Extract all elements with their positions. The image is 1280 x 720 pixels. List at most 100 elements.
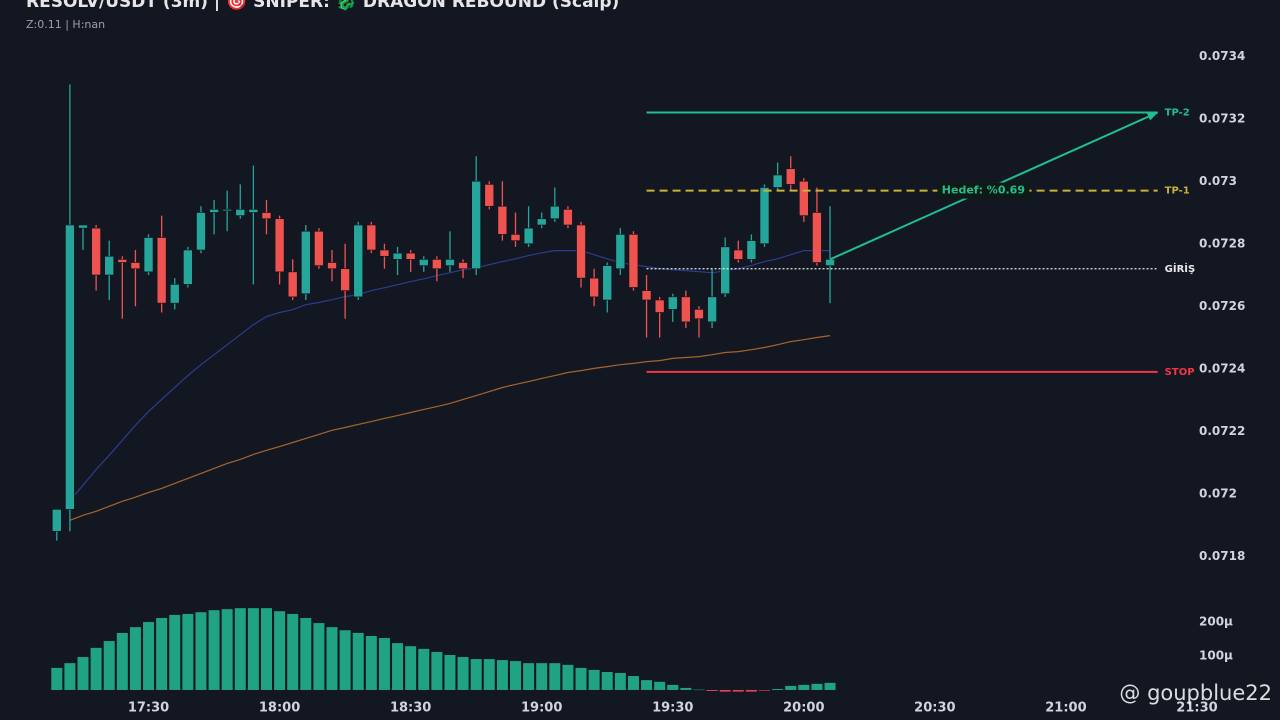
candle-body — [615, 234, 626, 270]
y-tick-label: 0.0724 — [1199, 361, 1245, 375]
candle-body — [602, 265, 613, 301]
candle-body — [746, 240, 757, 260]
histogram-bar — [431, 651, 443, 690]
candle-body — [51, 509, 62, 532]
chart-subtitle: Z:0.11 | H:nan — [26, 18, 105, 31]
candle-body — [314, 230, 324, 266]
candle-body — [392, 252, 403, 260]
histogram-bar — [457, 657, 469, 690]
candle-body — [327, 262, 337, 270]
histogram-bar — [287, 613, 299, 690]
candle-body — [589, 277, 599, 298]
candle-body — [458, 262, 468, 270]
candle-body — [156, 237, 167, 304]
histogram-bar — [444, 654, 456, 690]
candle-body — [196, 212, 206, 251]
watermark: @ goupblue22 — [1119, 681, 1272, 705]
histogram-bar — [51, 667, 63, 690]
x-tick-label: 18:00 — [259, 701, 300, 716]
histogram-bar — [405, 646, 417, 690]
histogram-bar — [601, 671, 613, 690]
candle-body — [576, 224, 586, 279]
y-tick-label: 0.0726 — [1199, 299, 1245, 313]
histogram-bar — [549, 663, 561, 690]
candle-body — [812, 212, 822, 263]
histogram-bar — [352, 632, 364, 690]
histogram-bar — [247, 608, 259, 690]
candle-body — [681, 296, 691, 323]
candle-body — [222, 209, 232, 212]
histogram-bar — [326, 627, 338, 690]
histogram-bar — [588, 669, 600, 690]
candle-body — [117, 259, 128, 263]
candle-body — [641, 290, 652, 301]
moving-average — [69, 250, 830, 501]
candle-body — [65, 224, 75, 510]
candle-body — [563, 209, 573, 226]
candle-body — [366, 224, 377, 251]
y-tick-label: 200µ — [1199, 615, 1233, 629]
x-tick-label: 17:30 — [128, 701, 169, 716]
candle-body — [471, 180, 481, 270]
histogram-bar — [274, 611, 286, 690]
x-tick-label: 19:30 — [652, 701, 693, 716]
candle-body — [799, 180, 809, 216]
candle-body — [143, 237, 154, 273]
histogram-bar — [680, 687, 692, 690]
histogram-bar — [693, 689, 705, 691]
histogram-bar — [654, 681, 666, 690]
histogram-bar — [483, 659, 495, 690]
histogram-bar — [103, 641, 115, 690]
candle-body — [169, 284, 180, 304]
x-tick-label: 18:30 — [390, 701, 431, 716]
histogram-bar — [745, 689, 757, 692]
candle-body — [418, 259, 429, 266]
histogram-bar — [536, 663, 548, 690]
histogram-bar — [182, 613, 194, 690]
candle-body — [536, 218, 547, 226]
histogram-bar — [260, 608, 272, 690]
y-tick-label: 0.072 — [1199, 486, 1237, 500]
histogram-bar — [169, 614, 181, 690]
histogram-bar — [116, 632, 128, 690]
histogram-bar — [378, 638, 390, 690]
x-tick-label: 20:00 — [783, 701, 824, 716]
histogram-bar — [706, 689, 718, 691]
candle-body — [484, 184, 495, 207]
histogram-bar — [208, 610, 220, 690]
y-tick-label: 0.0728 — [1199, 236, 1245, 250]
candle-body — [707, 296, 717, 323]
x-tick-label: 21:30 — [1176, 701, 1217, 716]
histogram-bar — [313, 623, 325, 690]
candle-body — [248, 209, 259, 213]
candle-body — [209, 209, 219, 213]
histogram-bar — [64, 663, 76, 690]
candle-body — [654, 299, 665, 313]
histogram-bar — [90, 647, 102, 690]
histogram-bar — [732, 689, 744, 692]
histogram-bar — [575, 667, 587, 690]
y-tick-label: 0.0722 — [1199, 424, 1245, 438]
histogram-bar — [496, 660, 508, 690]
histogram-bar — [667, 684, 679, 690]
histogram-bar — [365, 635, 377, 690]
y-tick-label: 0.0718 — [1199, 549, 1245, 563]
candle-body — [497, 205, 508, 235]
histogram-bar — [523, 663, 535, 690]
histogram-bar — [143, 622, 155, 690]
histogram-bar — [641, 680, 653, 690]
candle-body — [130, 262, 141, 270]
x-tick-label: 21:00 — [1045, 701, 1086, 716]
histogram-bar — [129, 627, 141, 690]
histogram-bar — [811, 683, 823, 690]
histogram-bar — [614, 672, 626, 690]
candle-body — [550, 205, 560, 220]
histogram-bar — [156, 617, 168, 690]
histogram-bar — [719, 689, 731, 692]
candle-body — [720, 246, 730, 295]
arrow-head — [1146, 112, 1158, 121]
histogram-bar — [772, 688, 784, 690]
histogram-bar — [824, 682, 836, 690]
candle-body — [405, 252, 416, 260]
candle-body — [694, 309, 704, 320]
